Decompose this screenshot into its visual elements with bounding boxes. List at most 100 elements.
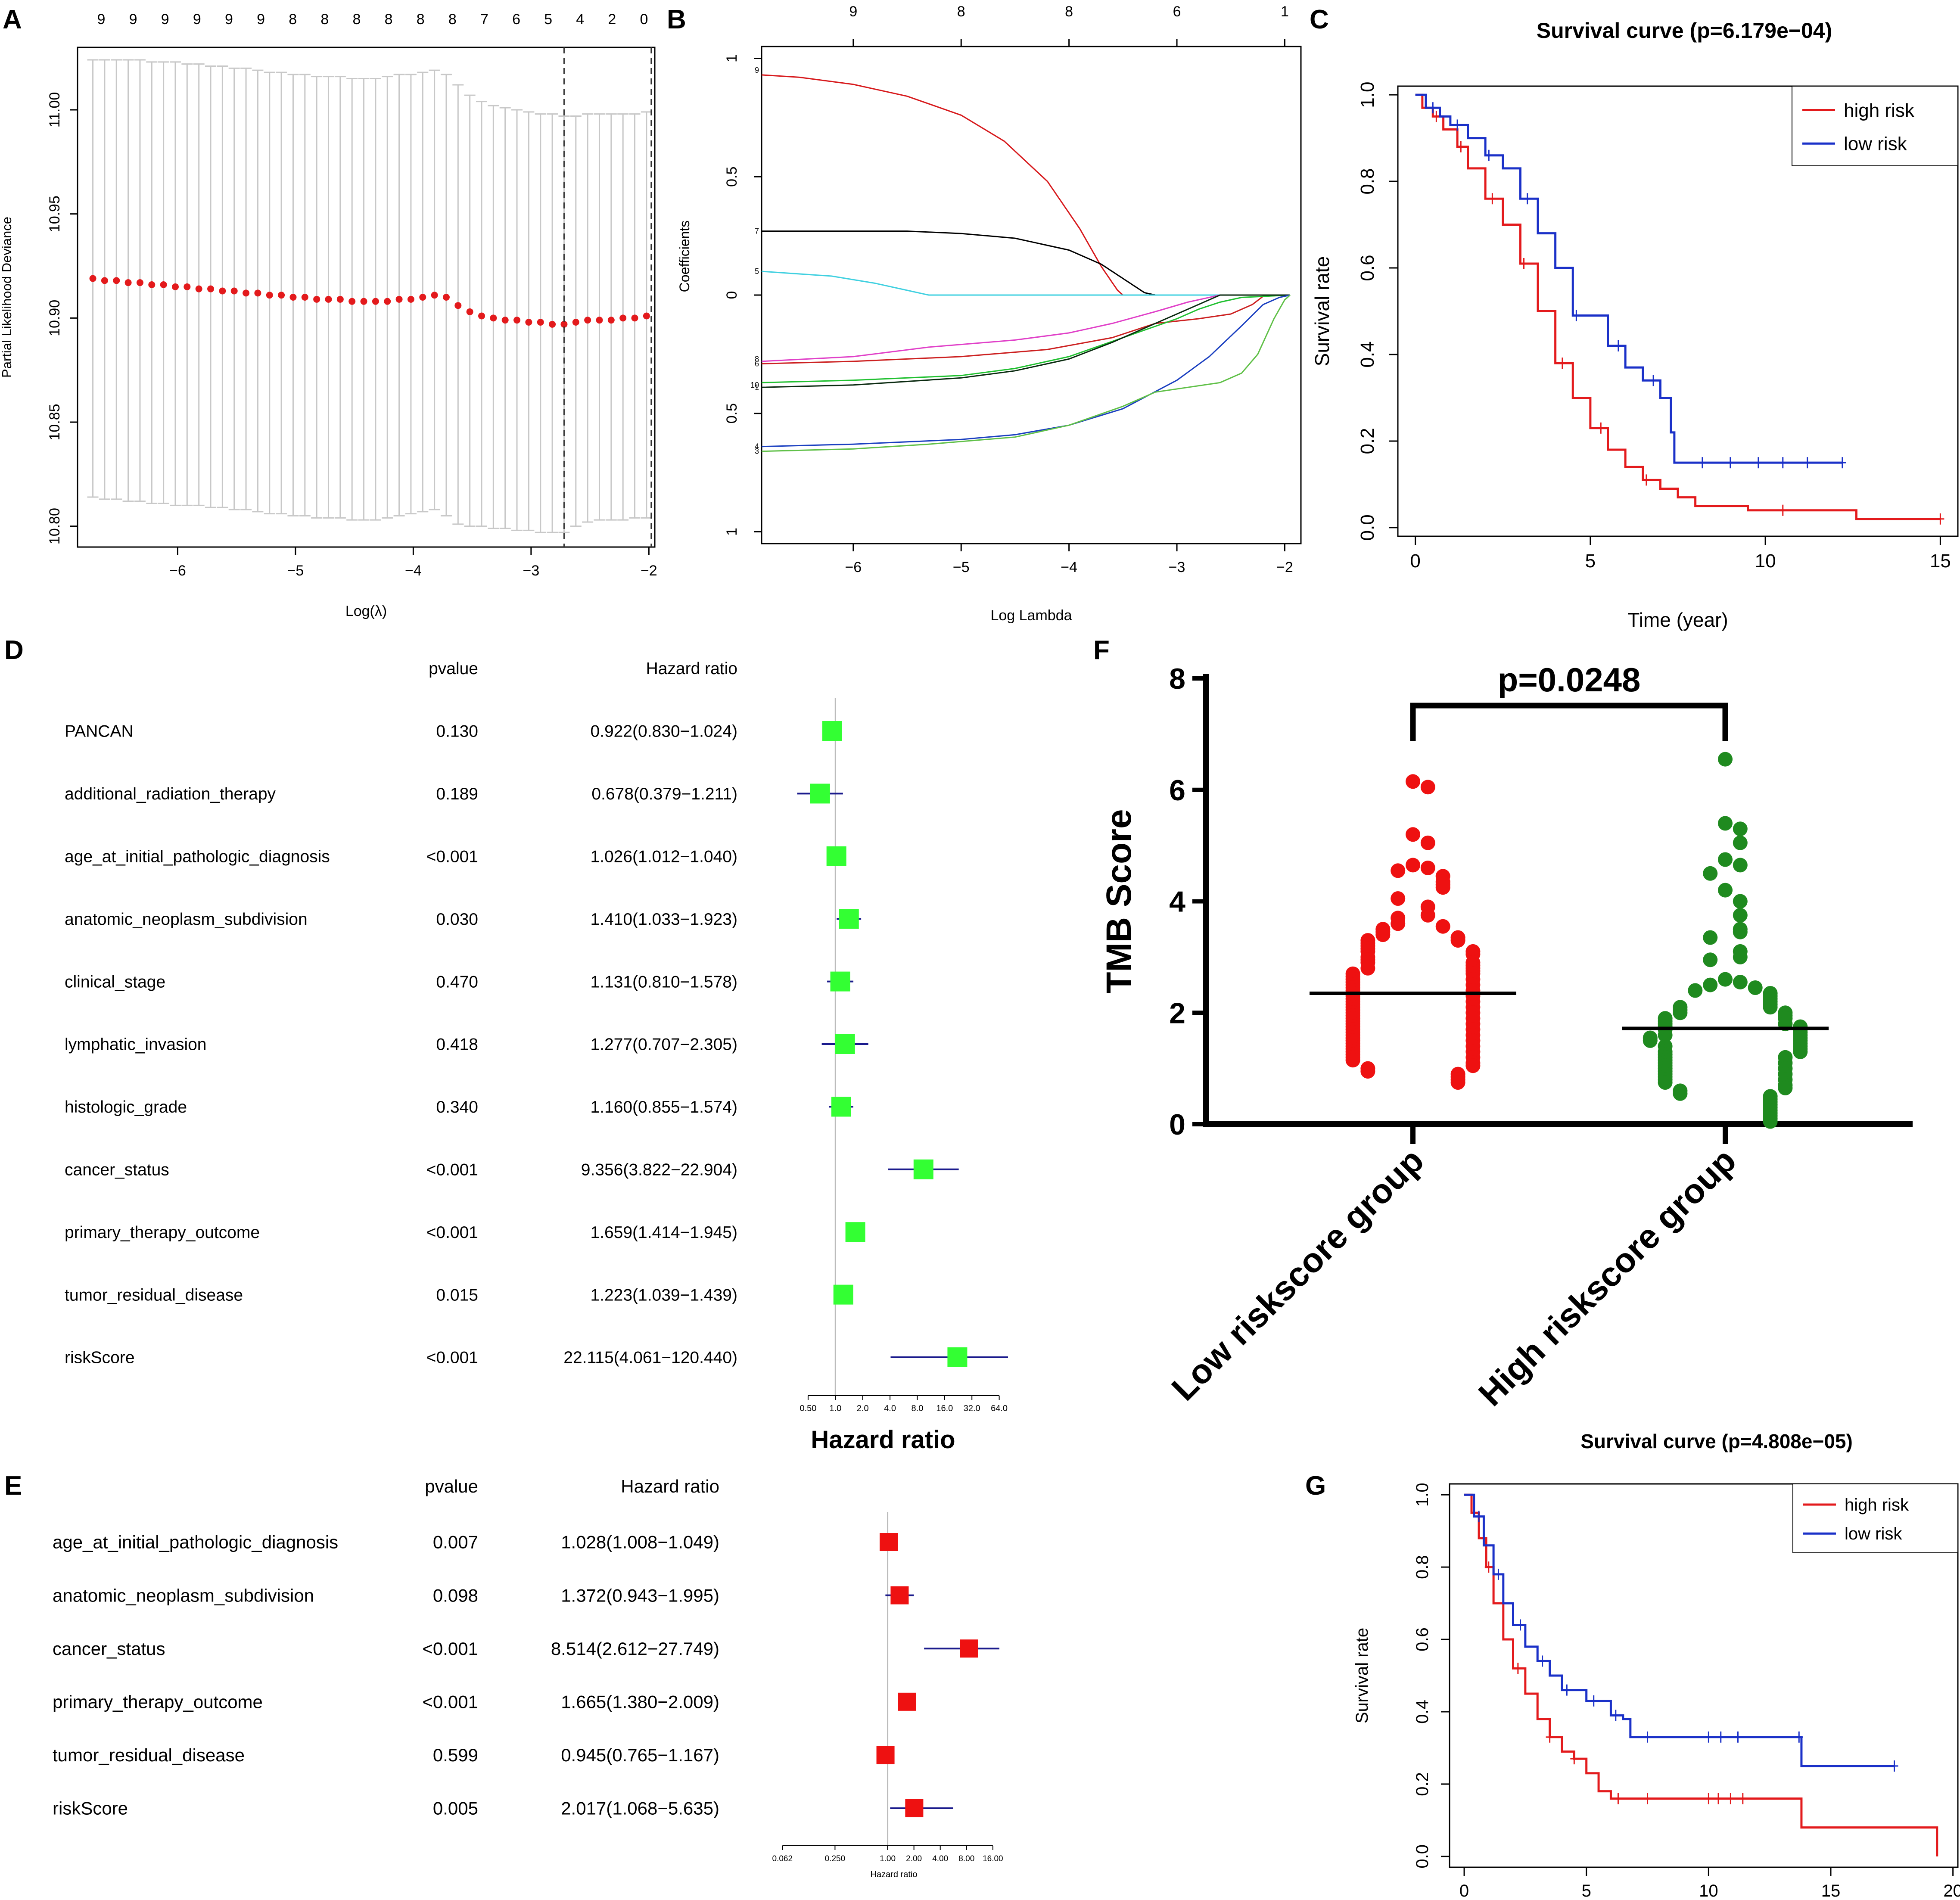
tmb-dot [1733,858,1748,873]
tmb-dot [1718,883,1733,898]
top-axis-label: 9 [257,11,265,28]
row-pvalue: 0.030 [436,910,478,929]
row-hr: 1.131(0.810−1.578) [590,973,737,991]
y-axis-label: Survival rate [1353,1628,1372,1723]
row-label: age_at_initial_pathologic_diagnosis [65,847,330,866]
row-hr: 9.356(3.822−22.904) [581,1160,737,1179]
deviance-point [219,287,226,295]
y-tick-label: 2 [1169,997,1185,1029]
y-tick-label: 10.85 [47,404,63,440]
tmb-dot [1733,949,1748,964]
x-axis-label: Hazard ratio [811,1426,955,1454]
hr-marker [947,1347,968,1367]
tmb-dot [1673,1005,1688,1020]
pvalue-header: pvalue [425,1476,478,1496]
deviance-point [454,302,462,309]
deviance-point [301,294,308,301]
tmb-dot [1703,866,1718,881]
x-tick-label: 32.0 [964,1404,980,1413]
deviance-point [254,289,261,297]
y-tick-label: 0.5 [724,403,740,423]
tmb-dot [1406,827,1420,842]
top-axis-label: 8 [352,11,361,28]
panel-label-g: G [1305,1471,1326,1501]
row-pvalue: 0.418 [436,1036,478,1054]
row-label: tumor_residual_disease [65,1286,243,1304]
tmb-dot [1450,1075,1465,1090]
x-tick-label: −6 [845,559,862,575]
x-tick-label: 5 [1582,1881,1591,1900]
x-tick-label: 8.00 [958,1854,974,1863]
row-label: lymphatic_invasion [65,1036,207,1054]
row-pvalue: <0.001 [426,847,478,866]
deviance-point [560,320,568,328]
x-tick-label: 8.0 [912,1404,924,1413]
panel-g-survival-curve: 0 5 10 15 20 0.0 0.2 0.4 0.6 0.8 1.0 high risk low r… [1353,1430,1960,1900]
tmb-dot [1763,1114,1778,1129]
plot-frame [77,47,656,548]
tmb-dot [1718,752,1733,767]
deviance-point [478,312,485,320]
top-axis-label: 8 [1065,3,1073,20]
path-label: 5 [755,267,759,276]
path-label: 1 [755,383,759,392]
path-label: 4 [755,442,759,451]
x-tick-label: 15 [1821,1881,1841,1900]
tmb-dot [1391,891,1406,906]
x-tick-label: 10 [1699,1881,1718,1900]
deviance-point [171,283,179,290]
x-axis-label: Time (year) [1627,609,1728,631]
x-tick-label: 2.00 [906,1854,922,1863]
row-pvalue: <0.001 [426,1223,478,1242]
hr-marker [898,1692,916,1711]
deviance-point [501,317,509,324]
x-tick-label: −2 [641,563,657,579]
deviance-point [101,277,108,284]
plot-frame [1449,1483,1959,1868]
x-tick-label: 0.250 [825,1854,846,1863]
tmb-dot [1658,1028,1673,1042]
hr-marker [810,784,830,804]
row-pvalue: 0.189 [436,785,478,803]
path-label: 10 [750,381,759,389]
coefficient-path [761,294,1290,362]
x-tick-label: −2 [1276,559,1293,575]
hazard-ratio-header: Hazard ratio [621,1476,719,1496]
row-hr: 1.410(1.033−1.923) [590,910,737,929]
x-tick-label: High riskscore group [1471,1141,1743,1413]
tmb-dot [1718,972,1733,987]
x-tick-label: 0 [1410,550,1420,572]
tmb-dot [1733,924,1748,939]
top-axis-label: 9 [193,11,201,28]
tmb-dot [1703,930,1718,945]
legend-label: low risk [1845,1524,1902,1543]
tmb-dot [1658,1075,1673,1090]
hr-marker [839,909,859,929]
row-pvalue: <0.001 [422,1692,478,1712]
tmb-dot [1360,1064,1375,1079]
row-hr: 1.028(1.008−1.049) [561,1532,719,1552]
row-hr: 1.659(1.414−1.945) [590,1223,737,1242]
deviance-point [243,289,250,297]
legend-label: high risk [1845,1496,1909,1514]
tmb-dot [1435,919,1450,934]
legend-label: low risk [1844,134,1907,155]
row-pvalue: <0.001 [426,1160,478,1179]
deviance-point [619,314,627,322]
row-label: PANCAN [65,722,134,741]
deviance-point [230,287,238,295]
panel-d-univariate-forest: pvalue Hazard ratio PANCAN 0.130 0.922(0.830… [65,659,1008,1454]
x-axis-label: Log(λ) [345,603,387,619]
x-axis-label: Log Lambda [990,607,1072,624]
deviance-point [525,319,532,326]
hr-marker [890,1586,909,1605]
tmb-dot [1406,858,1420,873]
survival-curve [1415,93,1941,520]
y-tick-label: 1.0 [1357,82,1378,108]
coefficient-path [761,294,1290,388]
row-label: anatomic_neoplasm_subdivision [53,1585,314,1605]
hr-marker [845,1222,865,1242]
row-pvalue: <0.001 [426,1349,478,1367]
row-pvalue: 0.005 [433,1798,478,1819]
deviance-point [184,283,191,290]
